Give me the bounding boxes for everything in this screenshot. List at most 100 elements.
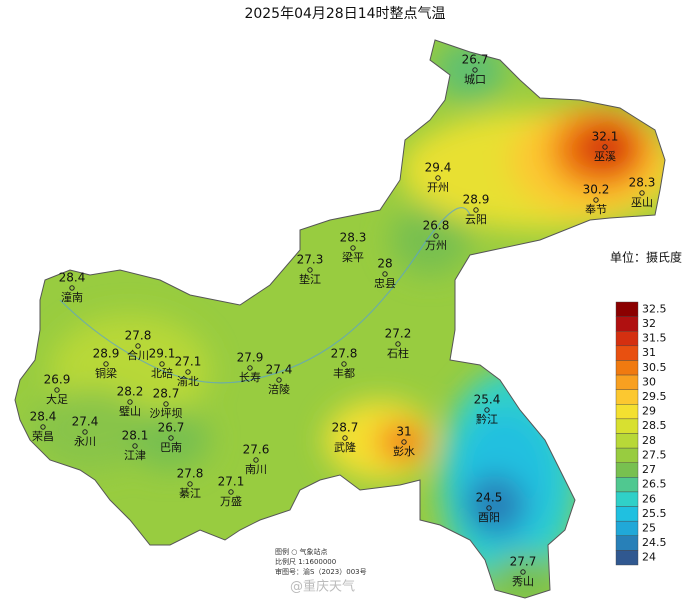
legend-swatch — [615, 520, 639, 536]
legend-label: 28.5 — [642, 419, 667, 432]
station-value: 27.8 — [331, 347, 358, 361]
station-value: 28.7 — [153, 387, 180, 401]
legend-label: 31.5 — [642, 332, 667, 345]
station-value: 28.1 — [122, 429, 149, 443]
station-marker — [433, 233, 439, 239]
station-value: 26.7 — [462, 53, 489, 67]
station-marker — [135, 343, 141, 349]
legend-swatch — [615, 345, 639, 361]
station-name: 渝北 — [177, 374, 199, 388]
station-value: 29.1 — [149, 347, 176, 361]
legend-label: 25.5 — [642, 507, 667, 520]
station-name: 梁平 — [342, 250, 364, 264]
station-marker — [253, 457, 259, 463]
station-value: 30.2 — [583, 183, 610, 197]
legend-label: 31 — [642, 346, 656, 359]
river — [59, 207, 471, 384]
legend-swatch — [615, 301, 639, 317]
station-marker — [435, 175, 441, 181]
legend-label: 25 — [642, 521, 656, 534]
legend-swatch — [615, 447, 639, 463]
station-marker — [472, 67, 478, 73]
station-name: 巫山 — [631, 196, 653, 209]
station-value: 27.1 — [175, 355, 202, 369]
legend-swatch — [615, 535, 639, 551]
station-name: 丰都 — [333, 367, 355, 380]
station-marker — [168, 435, 174, 441]
station-marker — [228, 489, 234, 495]
station-name: 永川 — [74, 434, 96, 448]
station-marker — [602, 144, 608, 150]
legend-swatch — [615, 331, 639, 347]
station-marker — [159, 361, 165, 367]
footer-scale: 比例尺 1:1600000 — [275, 557, 336, 566]
station-marker — [69, 285, 75, 291]
station-value: 28 — [377, 257, 392, 271]
station-marker — [40, 424, 46, 430]
legend-label: 27.5 — [642, 448, 667, 461]
legend-label: 29 — [642, 405, 656, 418]
station-name: 北碚 — [151, 366, 173, 380]
station-marker — [132, 443, 138, 449]
legend-label: 29.5 — [642, 390, 667, 403]
station-name: 涪陵 — [268, 382, 290, 396]
station-marker — [395, 341, 401, 347]
map-title: 2025年04月28日14时整点气温 — [244, 6, 445, 22]
station-value: 27.8 — [177, 467, 204, 481]
watermark: @重庆天气 — [290, 579, 355, 595]
legend-swatch — [615, 418, 639, 434]
station-name: 巫溪 — [594, 150, 616, 163]
legend-label: 24.5 — [642, 536, 667, 549]
station-marker — [185, 369, 191, 375]
station-value: 29.4 — [425, 161, 452, 175]
station-value: 28.3 — [629, 176, 656, 190]
station-name: 铜梁 — [95, 366, 117, 380]
station-name: 酉阳 — [478, 511, 500, 524]
station-name: 潼南 — [61, 290, 83, 304]
station-value: 27.4 — [72, 415, 99, 429]
station-name: 垫江 — [299, 272, 321, 286]
station-value: 28.9 — [93, 347, 120, 361]
station-value: 27.7 — [510, 555, 537, 569]
station-value: 27.6 — [243, 443, 270, 457]
station-marker — [473, 207, 479, 213]
legend-swatch — [615, 374, 639, 390]
legend-swatch — [615, 316, 639, 332]
legend-swatch — [615, 404, 639, 420]
legend-label: 30 — [642, 375, 656, 388]
station-marker — [350, 245, 356, 251]
legend-swatch — [615, 491, 639, 507]
station-value: 28.4 — [30, 410, 57, 424]
legend-label: 26.5 — [642, 478, 667, 491]
station-marker — [103, 361, 109, 367]
station-marker — [484, 407, 490, 413]
station-marker — [54, 387, 60, 393]
legend-label: 26 — [642, 492, 656, 505]
station-marker — [247, 365, 253, 371]
station-name: 万盛 — [220, 494, 242, 508]
station-value: 28.3 — [340, 231, 367, 245]
legend-swatch — [615, 360, 639, 376]
legend-label: 32.5 — [642, 302, 667, 315]
station-name: 璧山 — [119, 404, 141, 418]
station-marker — [401, 439, 407, 445]
legend-label: 30.5 — [642, 361, 667, 374]
station-value: 31 — [396, 425, 411, 439]
legend-label: 32 — [642, 317, 656, 330]
station-value: 28.7 — [332, 421, 359, 435]
station-name: 黔江 — [476, 412, 498, 426]
legend-swatch — [615, 389, 639, 405]
station-value: 24.5 — [476, 491, 503, 505]
station-value: 27.1 — [218, 475, 245, 489]
station-name: 彭水 — [393, 444, 415, 458]
legend-swatch — [615, 506, 639, 522]
station-value: 27.2 — [385, 327, 412, 341]
station-name: 奉节 — [585, 202, 607, 216]
station-marker — [382, 271, 388, 277]
station-value: 27.3 — [297, 253, 324, 267]
station-value: 26.7 — [158, 421, 185, 435]
footer-legend: 图例 ○ 气象站点 — [275, 547, 328, 556]
